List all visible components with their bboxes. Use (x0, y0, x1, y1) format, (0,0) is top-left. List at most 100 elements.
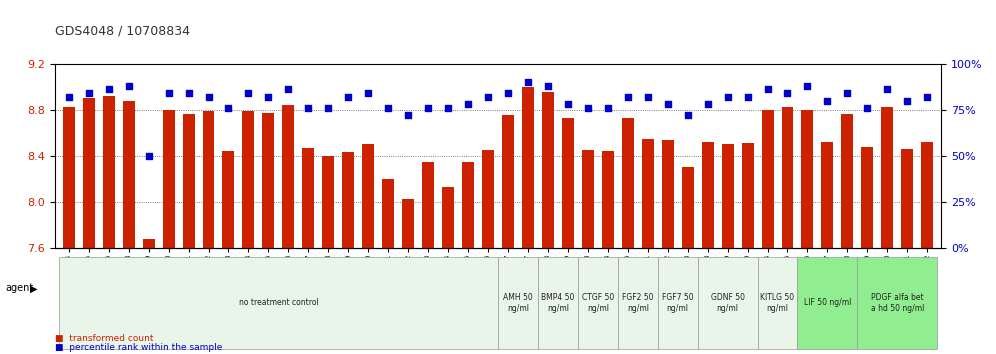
Point (301, 105, 317, 111)
Text: ▶: ▶ (30, 283, 38, 293)
Point (699, 101, 715, 107)
Bar (782, 107, 794, 248)
Point (341, 94, 357, 100)
Point (679, 113, 695, 118)
Point (520, 79, 536, 85)
Bar (123, 101, 134, 248)
Bar (582, 150, 594, 248)
Bar (283, 105, 295, 248)
Point (860, 105, 875, 111)
Bar (343, 152, 355, 248)
Point (639, 94, 655, 100)
FancyBboxPatch shape (538, 257, 578, 349)
FancyBboxPatch shape (798, 257, 858, 349)
FancyBboxPatch shape (59, 257, 498, 349)
Bar (681, 167, 693, 248)
Bar (762, 110, 774, 248)
Bar (742, 143, 754, 248)
Bar (363, 144, 374, 248)
Point (380, 105, 396, 111)
Bar (862, 147, 873, 248)
Bar (722, 144, 734, 248)
FancyBboxPatch shape (578, 257, 618, 349)
Bar (661, 140, 673, 248)
Point (500, 90, 516, 96)
Bar (83, 98, 95, 248)
Bar (701, 142, 713, 248)
Bar (422, 161, 434, 248)
Point (321, 105, 337, 111)
Point (160, 90, 176, 96)
Point (361, 90, 376, 96)
Text: GDS4048 / 10708834: GDS4048 / 10708834 (55, 25, 190, 38)
Bar (63, 107, 75, 248)
FancyBboxPatch shape (697, 257, 758, 349)
FancyBboxPatch shape (657, 257, 697, 349)
Text: GDNF 50
ng/ml: GDNF 50 ng/ml (710, 293, 745, 313)
Text: no treatment control: no treatment control (238, 298, 319, 307)
Point (220, 105, 236, 111)
FancyBboxPatch shape (498, 257, 538, 349)
Text: ■  transformed count: ■ transformed count (55, 335, 153, 343)
Point (480, 94, 496, 100)
Point (840, 90, 856, 96)
Bar (303, 148, 315, 248)
Bar (921, 142, 933, 248)
Point (760, 87, 776, 92)
Point (580, 105, 596, 111)
Bar (142, 239, 154, 248)
Point (240, 90, 256, 96)
Point (260, 94, 276, 100)
Point (780, 90, 796, 96)
Point (620, 94, 635, 100)
Point (81, 90, 97, 96)
Bar (262, 113, 274, 248)
Bar (822, 142, 834, 248)
Point (101, 87, 117, 92)
Text: ■  percentile rank within the sample: ■ percentile rank within the sample (55, 343, 222, 352)
FancyBboxPatch shape (858, 257, 937, 349)
Bar (182, 114, 194, 248)
Bar (103, 96, 115, 248)
FancyBboxPatch shape (758, 257, 798, 349)
Point (180, 90, 196, 96)
Bar (602, 151, 614, 248)
Point (61, 94, 77, 100)
Text: LIF 50 ng/ml: LIF 50 ng/ml (804, 298, 852, 307)
Text: CTGF 50
ng/ml: CTGF 50 ng/ml (582, 293, 614, 313)
FancyBboxPatch shape (618, 257, 657, 349)
Point (740, 94, 756, 100)
Text: FGF2 50
ng/ml: FGF2 50 ng/ml (622, 293, 653, 313)
Bar (482, 150, 494, 248)
Point (879, 87, 895, 92)
Point (919, 94, 935, 100)
Bar (382, 179, 394, 248)
Text: PDGF alfa bet
a hd 50 ng/ml: PDGF alfa bet a hd 50 ng/ml (871, 293, 924, 313)
Point (820, 98, 836, 103)
Point (800, 83, 816, 88)
Bar (622, 118, 633, 248)
Bar (522, 87, 534, 248)
Text: BMP4 50
ng/ml: BMP4 50 ng/ml (541, 293, 575, 313)
Bar (442, 187, 454, 248)
Bar (542, 92, 554, 248)
Point (460, 101, 476, 107)
Point (560, 101, 576, 107)
Point (440, 105, 456, 111)
Bar (641, 138, 653, 248)
Point (140, 153, 156, 159)
Bar (881, 107, 893, 248)
Point (899, 98, 915, 103)
Point (420, 105, 436, 111)
Bar (402, 200, 414, 248)
Text: AMH 50
ng/ml: AMH 50 ng/ml (503, 293, 533, 313)
Bar (802, 110, 814, 248)
Point (281, 87, 297, 92)
Bar (162, 110, 174, 248)
Point (540, 83, 556, 88)
Bar (323, 156, 335, 248)
Bar (222, 151, 234, 248)
Text: KITLG 50
ng/ml: KITLG 50 ng/ml (760, 293, 795, 313)
Bar (842, 114, 854, 248)
Point (400, 113, 416, 118)
